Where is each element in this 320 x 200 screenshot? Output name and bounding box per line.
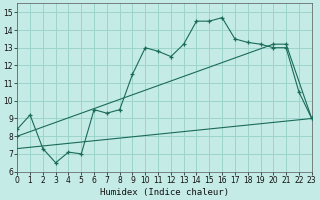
- X-axis label: Humidex (Indice chaleur): Humidex (Indice chaleur): [100, 188, 229, 197]
